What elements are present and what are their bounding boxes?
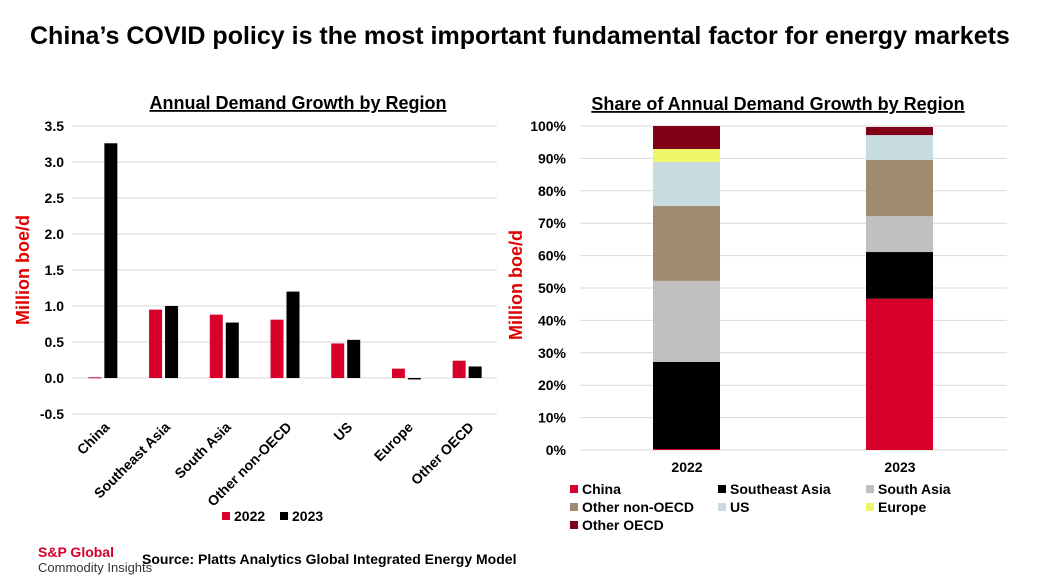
bar-2022-southeast-asia xyxy=(149,309,163,378)
bar-2022-europe xyxy=(653,149,720,162)
y-tick-label: 70% xyxy=(538,215,567,231)
bar-2023-china xyxy=(104,143,118,378)
bar-2022-other-non-oecd xyxy=(270,319,284,378)
bar-2023-other-non-oecd xyxy=(866,160,933,217)
logo-line1: S&P Global xyxy=(38,544,114,560)
chart-title: Share of Annual Demand Growth by Region xyxy=(591,94,964,114)
y-tick-label: 20% xyxy=(538,377,567,393)
bar-2023-europe xyxy=(407,378,421,380)
y-tick-label: 0.5 xyxy=(45,334,65,350)
legend-label: Europe xyxy=(878,499,926,515)
bar-2022-other-oecd xyxy=(452,360,466,378)
sp-global-logo: S&P Global Commodity Insights xyxy=(38,544,153,576)
legend-swatch xyxy=(570,503,578,511)
bar-2022-china xyxy=(88,377,102,379)
y-tick-label: 100% xyxy=(530,118,566,134)
y-tick-label: 3.5 xyxy=(45,118,65,134)
y-tick-label: 2.0 xyxy=(45,226,65,242)
bar-2023-china xyxy=(866,298,933,450)
legend-swatch xyxy=(718,503,726,511)
legend-swatch xyxy=(280,512,288,520)
bar-2022-us xyxy=(331,343,345,378)
legend-label: 2023 xyxy=(292,508,323,524)
y-tick-label: 3.0 xyxy=(45,154,65,170)
y-tick-label: 0.0 xyxy=(45,370,65,386)
y-axis-label: Million boe/d xyxy=(506,230,526,340)
bar-2022-us xyxy=(653,161,720,207)
y-tick-label: 80% xyxy=(538,183,567,199)
bar-2022-south-asia xyxy=(209,314,223,378)
x-tick-label: South Asia xyxy=(171,419,234,482)
legend-label: Southeast Asia xyxy=(730,481,831,497)
x-tick-label: China xyxy=(74,419,113,458)
bar-2023-other-non-oecd xyxy=(286,291,300,378)
bar-2023-us xyxy=(347,339,361,378)
y-tick-label: 10% xyxy=(538,410,567,426)
x-tick-label: 2023 xyxy=(884,459,915,475)
bar-2022-south-asia xyxy=(653,280,720,362)
y-tick-label: 40% xyxy=(538,312,567,328)
legend-swatch xyxy=(570,521,578,529)
bar-2022-europe xyxy=(391,368,405,378)
y-tick-label: 0% xyxy=(546,442,567,458)
bar-2023-southeast-asia xyxy=(165,306,179,378)
y-tick-label: 90% xyxy=(538,150,567,166)
chart-title: Annual Demand Growth by Region xyxy=(149,93,446,113)
bar-2022-southeast-asia xyxy=(653,361,720,450)
bar-2022-other-oecd xyxy=(653,126,720,150)
logo-line2: Commodity Insights xyxy=(38,560,153,575)
y-tick-label: 1.0 xyxy=(45,298,65,314)
y-tick-label: -0.5 xyxy=(40,406,64,422)
legend-label: Other non-OECD xyxy=(582,499,694,515)
legend-swatch xyxy=(718,485,726,493)
bar-2022-other-non-oecd xyxy=(653,206,720,281)
bar-2022-china xyxy=(653,449,720,450)
legend-label: South Asia xyxy=(878,481,951,497)
legend-swatch xyxy=(866,485,874,493)
legend-label: 2022 xyxy=(234,508,265,524)
y-tick-label: 2.5 xyxy=(45,190,65,206)
bar-2023-other-oecd xyxy=(468,366,482,378)
legend-swatch xyxy=(866,503,874,511)
bar-2023-us xyxy=(866,135,933,161)
bar-2023-south-asia xyxy=(225,322,239,378)
y-tick-label: 60% xyxy=(538,248,567,264)
y-tick-label: 30% xyxy=(538,345,567,361)
bar-2023-south-asia xyxy=(866,216,933,253)
legend-swatch xyxy=(570,485,578,493)
bar-2023-other-oecd xyxy=(866,126,933,136)
y-tick-label: 1.5 xyxy=(45,262,65,278)
page-title: China’s COVID policy is the most importa… xyxy=(30,22,1010,50)
legend-label: Other OECD xyxy=(582,517,664,533)
bar-2023-southeast-asia xyxy=(866,252,933,299)
x-tick-label: US xyxy=(330,419,355,444)
x-tick-label: Other OECD xyxy=(408,419,477,488)
x-tick-label: 2022 xyxy=(671,459,702,475)
y-axis-label: Million boe/d xyxy=(13,215,33,325)
legend-swatch xyxy=(222,512,230,520)
legend-label: US xyxy=(730,499,749,515)
source-note: Source: Platts Analytics Global Integrat… xyxy=(142,551,517,567)
y-tick-label: 50% xyxy=(538,280,567,296)
x-tick-label: Europe xyxy=(371,419,417,465)
legend-label: China xyxy=(582,481,621,497)
